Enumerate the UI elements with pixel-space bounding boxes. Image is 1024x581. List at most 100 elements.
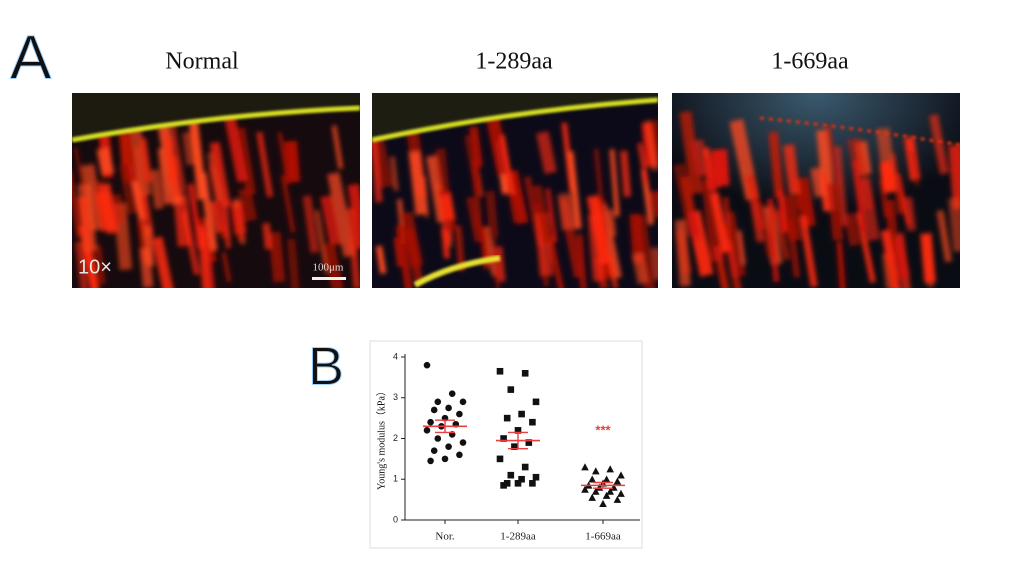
data-point <box>503 480 511 487</box>
texture-streak <box>390 156 399 191</box>
data-point <box>595 483 604 491</box>
data-point <box>500 435 507 442</box>
image-title: 1-289aa <box>475 49 553 75</box>
texture-streak <box>277 131 291 185</box>
texture-streak <box>211 143 224 170</box>
texture-streak <box>223 109 249 183</box>
texture-streak <box>878 178 890 218</box>
texture-streak <box>395 225 415 288</box>
texture-streak <box>745 174 766 231</box>
texture-streak <box>118 163 138 215</box>
data-point <box>427 418 434 426</box>
texture-streak <box>679 110 703 195</box>
panel-label: A <box>10 23 52 92</box>
texture-streak <box>641 169 654 225</box>
texture-streak <box>649 119 658 173</box>
data-point <box>588 475 596 483</box>
magnification: 10× <box>78 256 112 278</box>
texture-streak <box>80 164 104 232</box>
data-point <box>525 439 533 446</box>
texture-streak <box>949 146 960 229</box>
texture-streak <box>774 209 790 261</box>
texture-streak <box>920 232 936 284</box>
texture-streak <box>810 167 827 198</box>
data-point <box>617 471 625 479</box>
data-point <box>459 439 467 446</box>
texture-streak <box>576 234 587 288</box>
texture-streak <box>197 225 210 288</box>
texture-streak <box>221 199 232 249</box>
texture-streak <box>637 142 649 186</box>
micrograph <box>72 93 360 288</box>
texture-streak <box>948 197 960 253</box>
data-point <box>441 455 449 463</box>
texture-streak <box>936 210 953 263</box>
data-point <box>430 406 438 414</box>
texture-streak <box>232 207 246 241</box>
texture-streak <box>632 252 650 285</box>
texture-streak <box>256 131 274 198</box>
scale-bar-label: 100μm <box>313 262 344 274</box>
significance: *** <box>595 422 611 437</box>
micrograph <box>672 93 960 288</box>
data-point <box>514 427 522 434</box>
texture-streak <box>879 166 890 193</box>
data-point <box>503 414 511 422</box>
texture-streak <box>929 114 949 175</box>
data-point <box>581 485 589 493</box>
data-point <box>514 480 522 487</box>
y-axis-label: Young's modulus（kPa） <box>375 386 387 490</box>
texture-streak <box>221 251 232 283</box>
chart-frame <box>369 340 643 549</box>
texture-streak <box>737 230 746 266</box>
data-point <box>521 370 529 377</box>
texture-streak <box>609 149 620 217</box>
data-point <box>423 361 431 369</box>
texture-streak <box>846 137 875 211</box>
data-point <box>496 367 504 375</box>
texture-streak <box>77 183 97 252</box>
data-point <box>606 487 614 495</box>
texture-edge <box>372 97 658 143</box>
data-point <box>599 499 607 507</box>
micrograph <box>372 93 658 288</box>
data-point <box>445 404 452 412</box>
texture-streak <box>302 195 320 254</box>
data-point <box>613 495 622 503</box>
texture-streak <box>468 126 483 168</box>
panel-label: B <box>308 336 344 396</box>
texture-edge <box>413 255 501 288</box>
texture-streak <box>206 152 224 202</box>
texture-streak <box>157 147 171 205</box>
data-point <box>500 482 507 489</box>
texture-streak <box>783 144 801 195</box>
image-title: 1-669aa <box>771 49 849 75</box>
texture-streak <box>557 192 576 231</box>
texture-streak <box>710 149 727 183</box>
data-point <box>592 467 600 475</box>
data-point <box>456 410 463 418</box>
texture-streak <box>139 247 154 288</box>
texture-streak <box>372 139 383 203</box>
texture-streak <box>440 226 450 259</box>
data-point <box>496 455 504 463</box>
texture-streak <box>320 194 342 246</box>
data-point <box>445 443 452 450</box>
texture-streak <box>650 189 658 218</box>
y-tick-label: 2 <box>393 433 398 443</box>
texture-streak <box>408 150 428 216</box>
texture-streak <box>73 147 86 190</box>
texture-streak <box>709 192 731 254</box>
data-point <box>613 477 622 485</box>
texture-streak <box>463 134 482 192</box>
texture-streak <box>532 184 553 244</box>
texture-streak <box>346 207 360 288</box>
texture-streak <box>198 172 218 251</box>
texture-streak <box>262 222 273 250</box>
texture-streak <box>767 198 779 283</box>
y-tick-label: 3 <box>393 392 398 402</box>
texture-streak <box>799 215 818 288</box>
texture-streak <box>882 253 893 288</box>
texture-streak <box>164 136 177 182</box>
